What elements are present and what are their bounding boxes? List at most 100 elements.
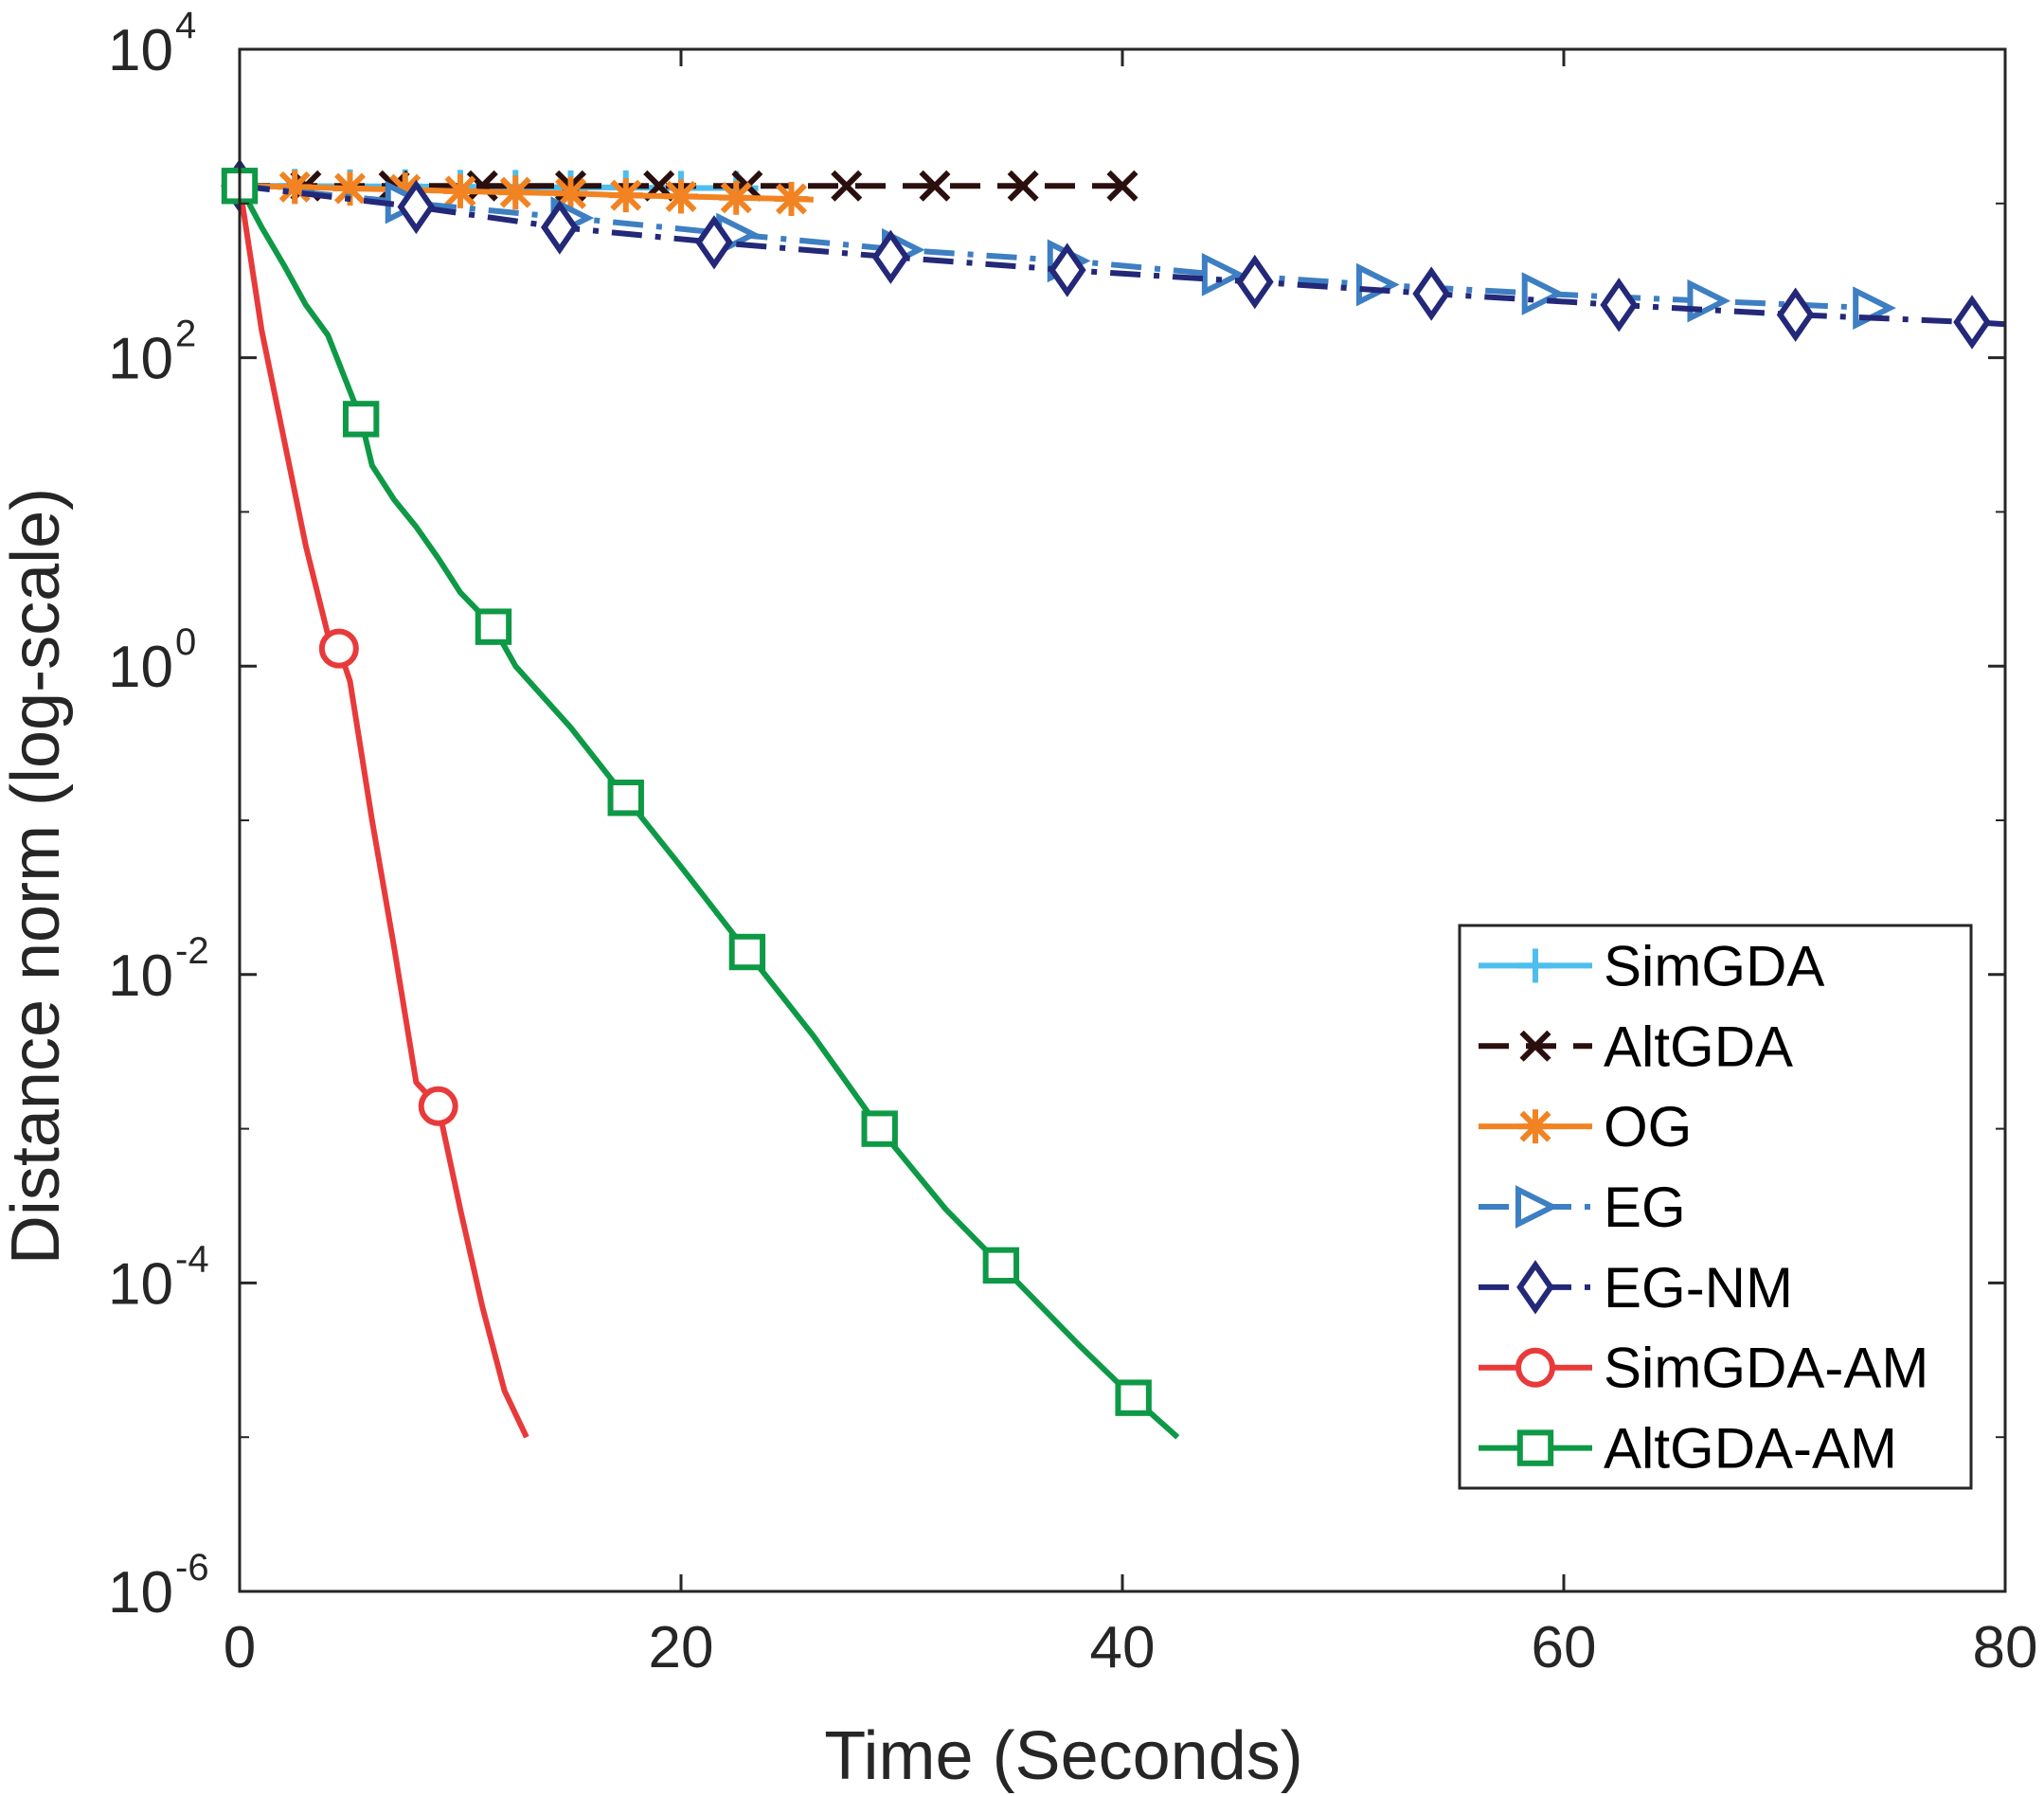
data-point	[719, 180, 754, 215]
marker-stroke	[775, 183, 808, 215]
plot-area	[221, 158, 2006, 1440]
legend-label: AltGDA	[1604, 1015, 1793, 1078]
y-tick-exponent: 4	[175, 5, 196, 46]
data-point	[919, 170, 951, 202]
legend-marker	[1515, 1347, 1555, 1388]
data-point	[861, 1110, 898, 1147]
marker-shape	[728, 933, 766, 971]
data-point	[466, 170, 498, 202]
data-point	[1007, 170, 1039, 202]
series-line	[237, 184, 1180, 1440]
marker-shape	[342, 401, 380, 438]
marker-shape	[541, 200, 579, 255]
y-tick-label: 10	[108, 327, 173, 392]
legend-item: EG	[1479, 1176, 1686, 1239]
data-point	[1355, 262, 1400, 307]
data-point	[664, 179, 698, 214]
data-point	[607, 780, 644, 817]
marker-stroke	[278, 171, 311, 203]
marker-stroke	[665, 180, 697, 212]
legend-marker	[1518, 948, 1552, 983]
marker-stroke	[720, 182, 752, 214]
legend-item: OG	[1479, 1095, 1692, 1158]
marker-stroke	[831, 170, 863, 202]
marker-shape	[607, 780, 644, 817]
series-altgda-am	[221, 168, 1180, 1440]
y-tick-exponent: -4	[175, 1238, 209, 1280]
marker-shape	[1515, 1185, 1559, 1229]
y-tick-label: 10	[108, 18, 173, 83]
marker-stroke	[1519, 1110, 1551, 1142]
y-tick-exponent: 0	[175, 621, 196, 663]
data-point	[342, 401, 380, 438]
data-point	[608, 178, 643, 213]
marker-shape	[1953, 295, 1991, 350]
series-simgda-am	[237, 185, 529, 1439]
marker-shape	[1115, 1379, 1152, 1416]
legend-marker	[1516, 1429, 1554, 1466]
data-point	[1201, 252, 1246, 296]
marker-shape	[1412, 266, 1451, 321]
marker-shape	[1048, 242, 1086, 297]
marker-stroke	[499, 176, 531, 208]
series-line	[237, 185, 529, 1439]
x-tick-label: 80	[1973, 1615, 2038, 1680]
legend-label: EG	[1604, 1176, 1686, 1239]
marker-shape	[1235, 254, 1274, 310]
marker-shape	[1516, 1429, 1554, 1466]
marker-stroke	[919, 170, 951, 202]
data-point	[443, 173, 477, 208]
legend-marker	[1519, 1030, 1551, 1062]
marker-shape	[982, 1247, 1020, 1284]
y-tick-label: 10	[108, 1251, 173, 1317]
marker-stroke	[444, 175, 476, 207]
x-tick-label: 0	[224, 1615, 256, 1680]
y-tick-exponent: 2	[175, 314, 196, 355]
legend-label: SimGDA-AM	[1604, 1337, 1928, 1400]
data-point	[1106, 170, 1139, 202]
x-tick-label: 20	[649, 1615, 714, 1680]
data-point	[397, 179, 436, 235]
marker-shape	[1515, 1347, 1555, 1388]
legend-item: SimGDA	[1479, 934, 1824, 997]
y-tick-label: 10	[108, 635, 173, 700]
y-tick-label: 10	[108, 1560, 173, 1625]
x-axis-title: Time (Seconds)	[824, 1718, 1302, 1794]
data-point	[1600, 278, 1639, 332]
legend-marker	[1518, 1109, 1552, 1144]
data-point	[728, 933, 766, 971]
data-point	[332, 171, 368, 207]
marker-shape	[318, 628, 359, 669]
data-point	[1115, 1379, 1152, 1416]
y-tick-label: 10	[108, 943, 173, 1009]
legend-marker	[1515, 1185, 1559, 1229]
legend-item: SimGDA-AM	[1479, 1337, 1928, 1400]
marker-stroke	[333, 172, 367, 205]
series-og	[239, 170, 814, 217]
marker-stroke	[1106, 170, 1139, 202]
legend-item: AltGDA-AM	[1479, 1417, 1897, 1481]
data-point	[1953, 295, 1991, 350]
data-point	[1412, 266, 1451, 321]
data-point	[1776, 287, 1815, 342]
legend-label: EG-NM	[1604, 1256, 1793, 1320]
marker-stroke	[466, 170, 498, 202]
series-line	[239, 183, 2006, 328]
data-point	[475, 608, 512, 645]
marker-shape	[475, 608, 512, 645]
data-point	[871, 229, 910, 284]
y-axis-title: Distance norm (log-scale)	[0, 488, 74, 1265]
data-point	[278, 170, 313, 205]
data-point	[418, 1086, 458, 1126]
data-point	[498, 175, 533, 210]
marker-shape	[418, 1086, 458, 1126]
y-tick-exponent: -2	[175, 930, 209, 972]
y-tick-exponent: -6	[175, 1547, 209, 1589]
legend-marker	[1516, 1260, 1554, 1315]
data-point	[1235, 254, 1274, 310]
marker-shape	[695, 215, 733, 270]
legend-label: OG	[1604, 1095, 1692, 1158]
marker-shape	[1355, 262, 1400, 307]
